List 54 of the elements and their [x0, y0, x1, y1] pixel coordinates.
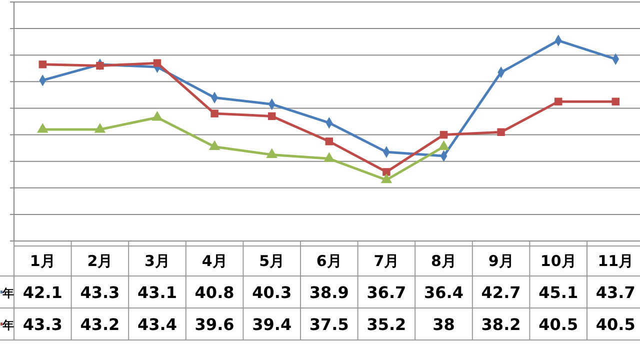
x-tick-label: 5月: [259, 252, 285, 270]
data-label: 40.3: [252, 283, 292, 302]
legend-label: 年: [2, 318, 14, 332]
data-label: 43.1: [138, 283, 177, 302]
data-label: 39.4: [252, 315, 292, 334]
point: [152, 111, 163, 121]
point: [210, 110, 218, 118]
data-label: 38: [432, 315, 455, 334]
data-label: 43.4: [138, 315, 177, 334]
data-label: 35.2: [366, 315, 406, 334]
data-label: 40.5: [596, 315, 636, 334]
x-tick-label: 7月: [374, 252, 400, 270]
data-label: 42.1: [22, 283, 62, 302]
point: [380, 173, 392, 184]
point: [268, 112, 276, 120]
x-tick-label: 1月: [30, 252, 56, 270]
point: [94, 122, 106, 133]
data-label: 40.8: [194, 283, 234, 302]
data-label: 43.7: [596, 283, 636, 302]
x-tick-label: 11月: [598, 252, 634, 270]
point: [208, 140, 220, 150]
point: [612, 98, 620, 106]
point: [438, 140, 450, 150]
point: [96, 62, 104, 70]
x-tick-label: 3月: [144, 252, 170, 270]
point: [324, 152, 335, 162]
data-label: 42.7: [481, 283, 521, 302]
point: [37, 122, 48, 133]
point: [325, 138, 334, 146]
data-label: 39.6: [194, 315, 234, 334]
data-label: 43.3: [80, 283, 120, 302]
data-label: 37.5: [309, 315, 349, 334]
data-label: 40.5: [538, 315, 578, 334]
data-label: 36.7: [366, 283, 406, 302]
point: [382, 168, 390, 176]
data-label: 43.2: [80, 315, 120, 334]
data-label: 38.2: [481, 315, 521, 334]
point: [497, 128, 505, 136]
point: [153, 59, 162, 67]
x-tick-label: 9月: [488, 252, 514, 270]
data-label: 36.4: [424, 283, 464, 302]
data-label: 38.9: [309, 283, 349, 302]
data-label: 45.1: [538, 283, 578, 302]
x-tick-label: 4月: [202, 252, 228, 270]
x-tick-label: 6月: [316, 252, 342, 270]
point: [554, 98, 562, 106]
point: [38, 60, 47, 68]
legend-label: 年: [2, 286, 14, 300]
point: [440, 130, 448, 139]
x-tick-label: 8月: [431, 252, 456, 270]
x-tick-label: 2月: [87, 252, 113, 270]
x-tick-label: 10月: [540, 252, 576, 270]
point: [266, 148, 278, 158]
data-label: 43.3: [22, 315, 62, 334]
